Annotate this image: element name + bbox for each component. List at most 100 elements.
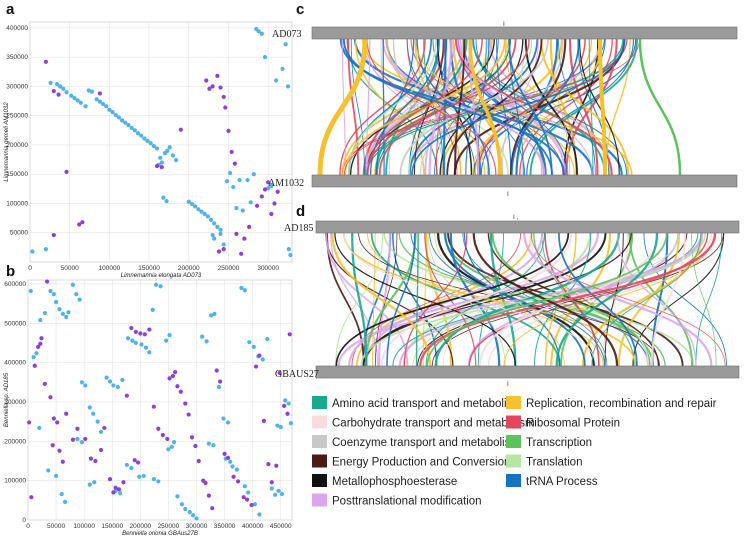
synteny-link xyxy=(399,38,549,176)
synteny-link xyxy=(489,232,517,367)
synteny-link xyxy=(419,232,717,367)
legend-swatch xyxy=(506,474,521,487)
data-point-reverse xyxy=(175,384,180,389)
data-point-reverse xyxy=(231,474,236,479)
data-point-reverse xyxy=(42,381,47,386)
legend-label: Posttranslational modification xyxy=(332,496,482,508)
data-point-reverse xyxy=(97,91,102,96)
data-point-forward xyxy=(278,425,283,430)
x-tick-label: 450000 xyxy=(270,523,292,530)
legend-swatch xyxy=(506,415,521,429)
y-axis-label: Limnemannia gemeli AM1032 xyxy=(4,102,10,182)
data-point-forward xyxy=(208,217,214,222)
data-point-forward xyxy=(70,282,76,287)
data-point-forward xyxy=(66,310,71,315)
data-point-reverse xyxy=(121,480,126,485)
data-point-reverse xyxy=(142,332,147,337)
data-point-forward xyxy=(145,138,150,143)
synteny-link xyxy=(380,38,390,176)
data-point-reverse xyxy=(254,203,260,208)
data-point-forward xyxy=(164,199,169,204)
data-point-forward xyxy=(216,384,222,390)
data-point-forward xyxy=(215,224,220,229)
data-point-reverse xyxy=(215,73,220,78)
data-point-forward xyxy=(154,146,160,151)
y-tick-label: 0 xyxy=(22,517,26,524)
synteny-link xyxy=(386,232,416,367)
data-point-reverse xyxy=(165,436,170,442)
data-point-forward xyxy=(202,211,207,217)
synteny-link xyxy=(465,38,490,176)
data-point-forward xyxy=(221,242,226,247)
synteny-link xyxy=(414,38,462,176)
data-point-reverse xyxy=(55,420,60,425)
data-point-forward xyxy=(166,447,171,452)
data-point-forward xyxy=(269,183,274,189)
synteny-link xyxy=(550,232,612,367)
data-point-forward xyxy=(48,80,53,85)
data-point-forward xyxy=(175,494,180,499)
data-point-forward xyxy=(265,336,270,342)
data-point-reverse xyxy=(38,341,43,346)
synteny-link xyxy=(549,38,571,176)
data-point-forward xyxy=(204,339,209,344)
legend-swatch xyxy=(506,454,521,468)
plot-area-b xyxy=(27,279,293,521)
data-point-forward xyxy=(257,512,262,517)
synteny-link xyxy=(432,38,526,176)
legend-label: Replication, recombination and repair xyxy=(526,398,717,410)
y-tick-label: 500000 xyxy=(4,320,26,327)
data-point-forward xyxy=(129,125,134,131)
synteny-link xyxy=(365,38,456,176)
synteny-link xyxy=(555,232,659,367)
data-point-reverse xyxy=(75,426,80,431)
genome-bar-ad185 xyxy=(315,220,740,234)
synteny-link xyxy=(392,232,438,367)
synteny-link xyxy=(343,38,641,176)
data-point-reverse xyxy=(138,331,143,336)
data-point-forward xyxy=(209,313,214,318)
data-point-forward xyxy=(173,158,179,163)
x-tick-label: 0 xyxy=(26,523,30,530)
data-point-forward xyxy=(169,444,174,449)
data-point-reverse xyxy=(218,379,223,384)
data-point-reverse xyxy=(239,251,244,256)
synteny-link xyxy=(411,38,626,176)
synteny-link xyxy=(695,232,723,367)
x-tick-label: 150000 xyxy=(101,523,123,530)
data-point-reverse xyxy=(210,84,215,89)
synteny-link xyxy=(331,232,432,367)
synteny-link xyxy=(475,38,568,176)
data-point-reverse xyxy=(133,329,138,335)
data-point-forward xyxy=(247,340,252,345)
x-tick-label: 50000 xyxy=(47,523,65,530)
data-point-reverse xyxy=(244,497,250,502)
y-tick-label: 300000 xyxy=(6,83,28,90)
synteny-link xyxy=(414,38,575,176)
data-point-forward xyxy=(87,405,92,410)
synteny-d-links xyxy=(325,232,727,367)
data-point-forward xyxy=(104,375,109,380)
data-point-reverse xyxy=(51,416,56,421)
data-point-forward xyxy=(266,186,271,191)
synteny-link xyxy=(462,232,608,367)
data-point-forward xyxy=(167,332,172,338)
data-point-forward xyxy=(164,338,169,343)
data-point-reverse xyxy=(160,432,165,438)
synteny-link xyxy=(463,232,561,367)
data-point-forward xyxy=(212,236,217,241)
data-point-reverse xyxy=(249,502,254,508)
legend-label: Coenzyme transport and metabolism xyxy=(332,437,520,449)
data-point-forward xyxy=(280,66,285,71)
data-point-forward xyxy=(230,464,235,469)
data-point-forward xyxy=(79,380,85,385)
synteny-d-bottom-marker: I xyxy=(507,381,509,388)
data-point-forward xyxy=(125,336,131,341)
data-point-reverse xyxy=(193,443,198,449)
data-point-forward xyxy=(148,141,153,146)
synteny-link xyxy=(533,232,592,367)
synteny-link xyxy=(638,38,682,176)
data-point-forward xyxy=(256,29,261,34)
data-point-forward xyxy=(61,86,66,91)
